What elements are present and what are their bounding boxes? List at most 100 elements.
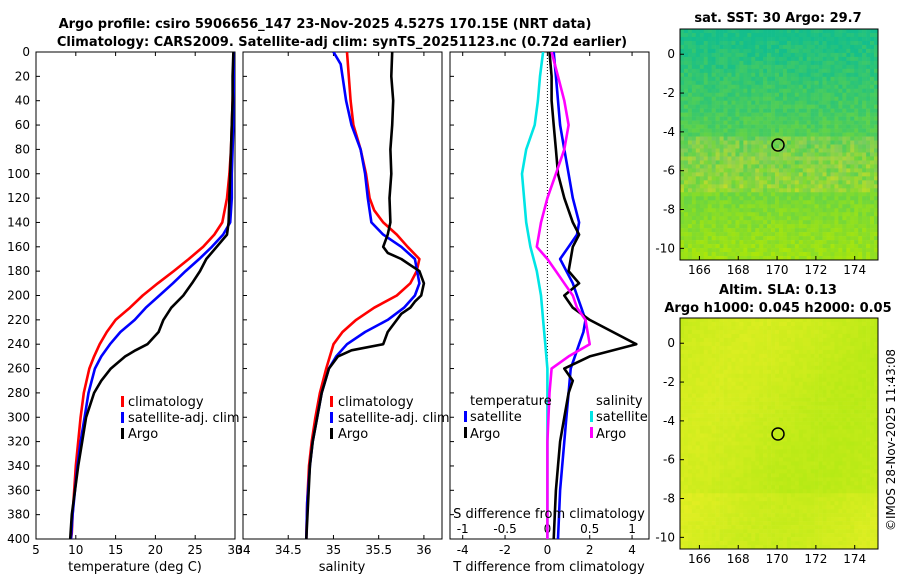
map-cell bbox=[687, 252, 693, 257]
map-cell bbox=[751, 224, 756, 229]
map-cell bbox=[842, 44, 847, 50]
map-cell bbox=[687, 369, 693, 375]
map-cell bbox=[870, 72, 875, 78]
map-cell bbox=[727, 60, 732, 66]
map-cell bbox=[751, 385, 756, 390]
map-cell bbox=[874, 252, 879, 257]
map-cell bbox=[743, 485, 748, 490]
map-cell bbox=[695, 461, 701, 466]
map-cell bbox=[683, 52, 689, 58]
map-cell bbox=[723, 52, 728, 58]
map-cell bbox=[846, 252, 851, 257]
map-cell bbox=[743, 541, 748, 546]
map-cell bbox=[854, 64, 859, 70]
map-cell bbox=[782, 357, 788, 363]
map-cell bbox=[747, 385, 752, 390]
map-cell bbox=[767, 200, 772, 205]
map-cell bbox=[703, 48, 709, 54]
map-cell bbox=[751, 457, 756, 462]
map-cell bbox=[790, 521, 796, 526]
map-cell bbox=[814, 156, 819, 161]
map-cell bbox=[735, 136, 740, 141]
map-cell bbox=[779, 345, 784, 351]
map-cell bbox=[862, 212, 867, 217]
map-cell bbox=[775, 453, 780, 458]
map-cell bbox=[806, 80, 811, 86]
map-cell bbox=[767, 244, 772, 249]
map-cell bbox=[683, 232, 689, 237]
map-cell bbox=[798, 216, 804, 221]
map-cell bbox=[731, 485, 736, 490]
map-cell bbox=[719, 325, 724, 331]
map-cell bbox=[818, 88, 823, 94]
map-cell bbox=[727, 248, 732, 253]
map-cell bbox=[723, 405, 728, 410]
map-cell bbox=[794, 501, 800, 506]
map-cell bbox=[707, 68, 712, 74]
map-cell bbox=[711, 369, 716, 375]
map-cell bbox=[794, 88, 800, 94]
map-cell bbox=[699, 337, 705, 343]
map-cell bbox=[755, 48, 760, 54]
map-cell bbox=[810, 172, 815, 177]
map-cell bbox=[711, 68, 716, 74]
map-cell bbox=[695, 333, 701, 339]
map-cell bbox=[727, 321, 732, 327]
map-cell bbox=[870, 208, 875, 213]
map-cell bbox=[711, 52, 716, 58]
map-cell bbox=[711, 493, 716, 498]
map-cell bbox=[739, 256, 744, 261]
map-cell bbox=[715, 429, 720, 434]
map-cell bbox=[731, 224, 736, 229]
map-cell bbox=[759, 156, 764, 161]
map-cell bbox=[830, 108, 835, 113]
map-cell bbox=[707, 180, 712, 185]
map-cell bbox=[842, 200, 847, 205]
map-cell bbox=[846, 232, 851, 237]
ytick-label: 180 bbox=[7, 264, 30, 278]
map-cell bbox=[719, 44, 724, 50]
map-cell bbox=[715, 349, 720, 355]
map-cell bbox=[794, 417, 800, 422]
map-cell bbox=[779, 212, 784, 217]
map-cell bbox=[838, 220, 843, 225]
map-cell bbox=[810, 196, 815, 201]
map-cell bbox=[763, 224, 768, 229]
map-cell bbox=[743, 112, 748, 117]
map-cell bbox=[874, 236, 879, 241]
map-cell bbox=[862, 60, 867, 66]
map-cell bbox=[794, 120, 800, 125]
map-cell bbox=[715, 381, 720, 386]
map-cell bbox=[743, 513, 748, 518]
map-cell bbox=[775, 76, 780, 82]
map-cell bbox=[703, 409, 709, 414]
map-cell bbox=[691, 204, 697, 209]
map-cell bbox=[707, 236, 712, 241]
map-cell bbox=[747, 329, 752, 335]
map-cell bbox=[830, 176, 835, 181]
map-cell bbox=[703, 533, 709, 538]
map-cell bbox=[810, 252, 815, 257]
map-cell bbox=[755, 68, 760, 74]
map-cell bbox=[755, 132, 760, 137]
map-cell bbox=[719, 465, 724, 470]
map-cell bbox=[691, 413, 697, 418]
map-cell bbox=[703, 172, 709, 177]
map-cell bbox=[759, 116, 764, 121]
map-cell bbox=[743, 252, 748, 257]
map-cell bbox=[755, 128, 760, 133]
map-cell bbox=[818, 136, 823, 141]
map-cell bbox=[779, 232, 784, 237]
map-cell bbox=[759, 453, 764, 458]
map-cell bbox=[802, 168, 808, 173]
map-cell bbox=[695, 529, 701, 534]
map-cell bbox=[719, 108, 724, 113]
map-cell bbox=[782, 108, 788, 113]
map-cell bbox=[731, 425, 736, 430]
map-cell bbox=[779, 473, 784, 478]
map-cell bbox=[759, 68, 764, 74]
map-cell bbox=[739, 329, 744, 335]
map-cell bbox=[798, 184, 804, 189]
map-cell bbox=[759, 108, 764, 113]
map-cell bbox=[786, 369, 792, 375]
